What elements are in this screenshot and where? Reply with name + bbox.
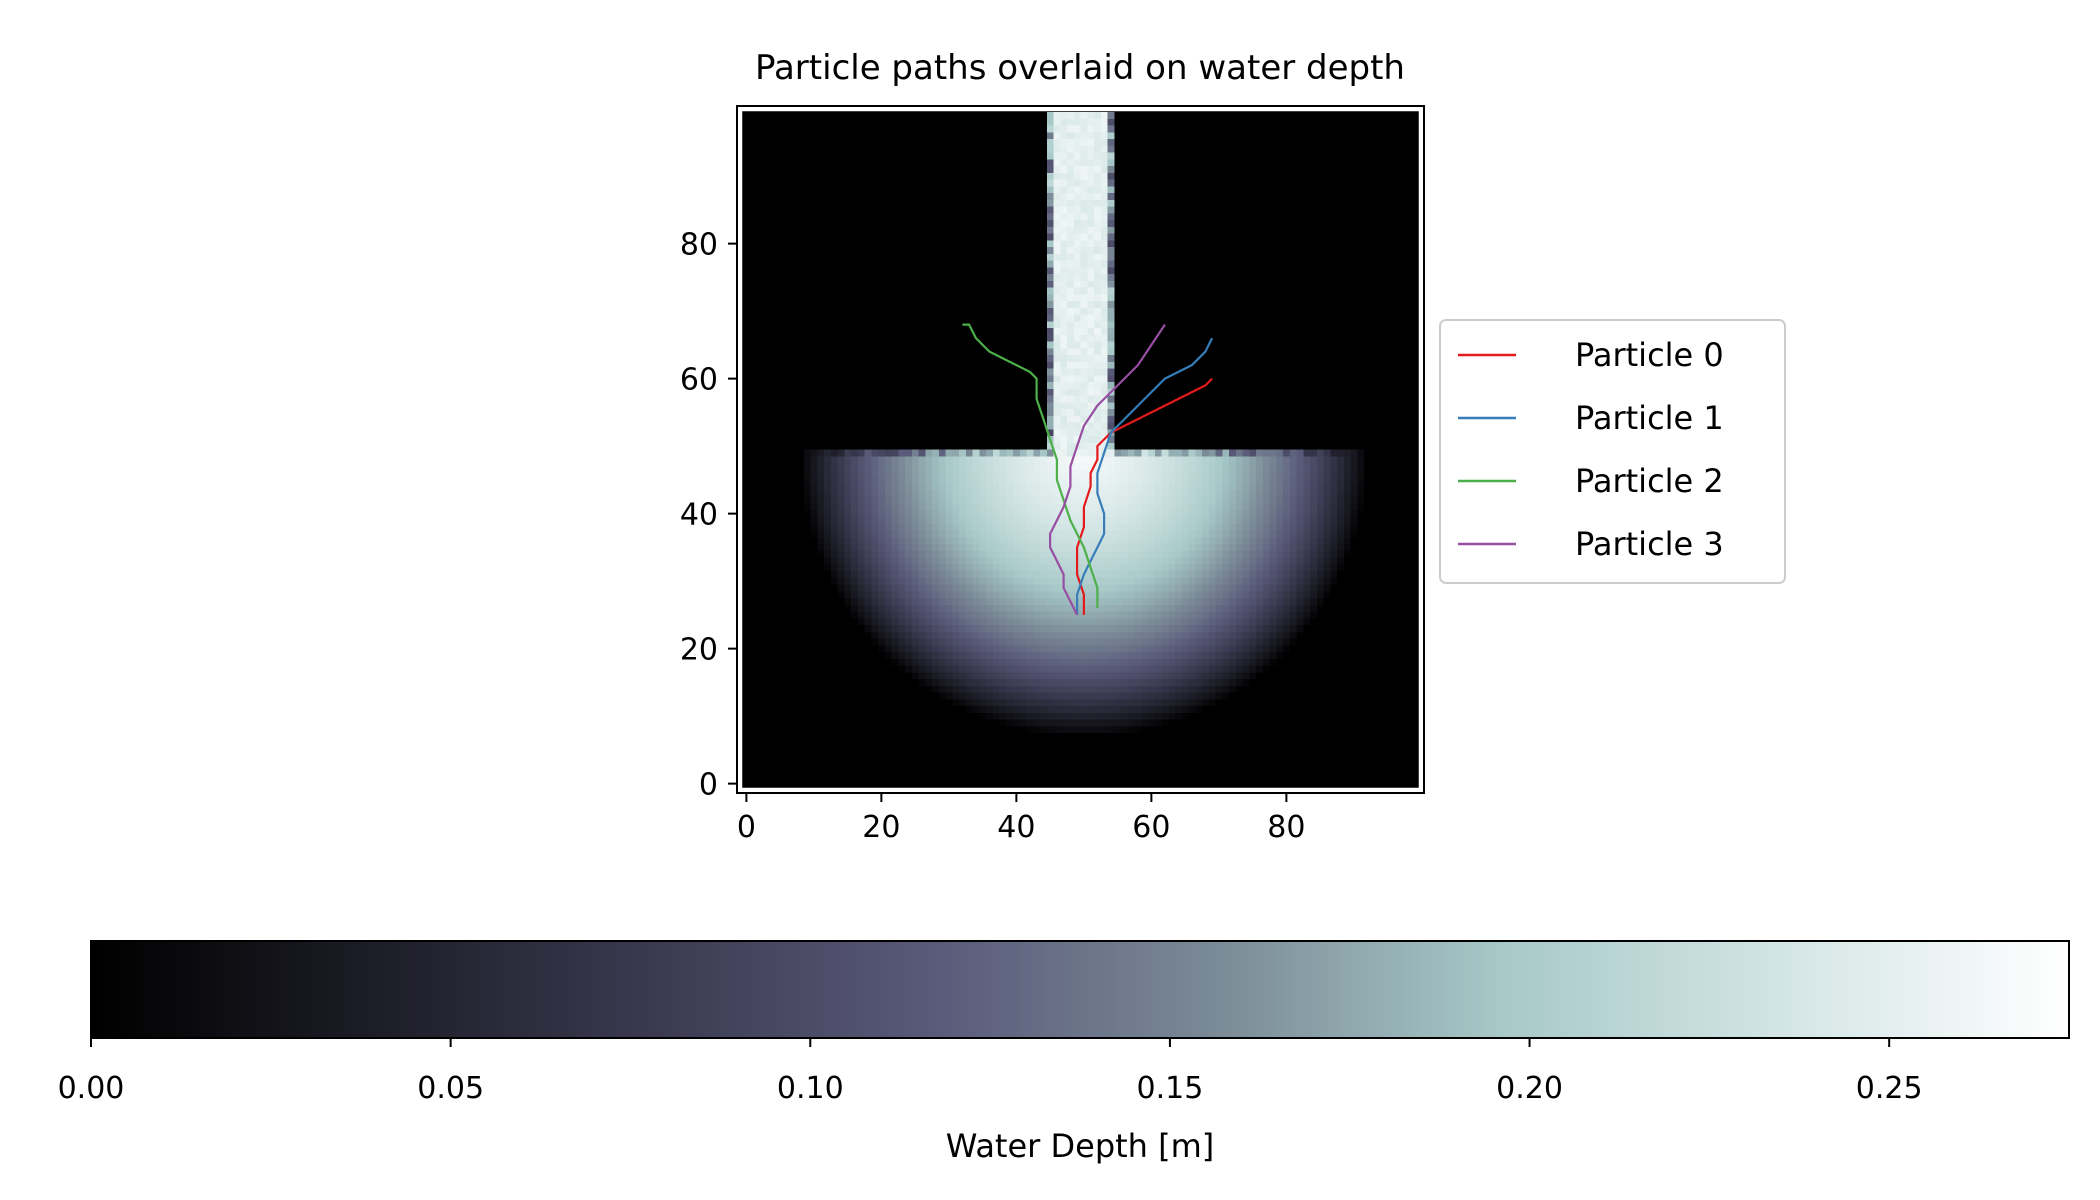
x-tick-label: 20 [862, 810, 900, 845]
legend-label-3: Particle 3 [1575, 525, 1724, 563]
legend-label-0: Particle 0 [1575, 336, 1724, 374]
y-tick-label: 40 [680, 498, 718, 533]
legend-label-2: Particle 2 [1575, 462, 1724, 500]
legend-label-1: Particle 1 [1575, 399, 1724, 437]
legend-items: Particle 0 Particle 1 Particle 2 Particle 3 [1458, 336, 1724, 563]
particle-path-0 [1075, 377, 1213, 615]
colorbar-gradient [90, 940, 2070, 1039]
x-axis: 0 20 40 60 80 [737, 793, 1305, 845]
y-tick-label: 0 [699, 768, 718, 803]
particle-path-1 [1075, 337, 1214, 615]
colorbar-tick-label: 0.10 [777, 1071, 844, 1106]
colorbar-tick-label: 0.00 [58, 1071, 125, 1106]
water-depth-heatmap [743, 112, 1418, 787]
particle-path-2 [962, 323, 1099, 609]
plot-area [736, 105, 1425, 794]
y-tick-label: 60 [680, 363, 718, 398]
y-tick-label: 80 [680, 228, 718, 263]
colorbar-ticks: 0.00 0.05 0.10 0.15 0.20 0.25 [58, 1038, 1923, 1106]
legend-frame [1439, 319, 1786, 584]
colorbar-tick-label: 0.20 [1496, 1071, 1563, 1106]
chart-title: Particle paths overlaid on water depth [755, 48, 1405, 88]
colorbar-tick-label: 0.05 [417, 1071, 484, 1106]
x-tick-label: 40 [997, 810, 1035, 845]
colorbar: 0.00 0.05 0.10 0.15 0.20 0.25 Water Depth [m] [58, 940, 2070, 1165]
y-axis: 0 20 40 60 80 [680, 228, 737, 803]
x-tick-label: 0 [737, 810, 756, 845]
colorbar-tick-label: 0.15 [1137, 1071, 1204, 1106]
colorbar-label: Water Depth [m] [946, 1127, 1215, 1165]
x-tick-label: 60 [1132, 810, 1170, 845]
y-tick-label: 20 [680, 633, 718, 668]
colorbar-tick-label: 0.25 [1856, 1071, 1923, 1106]
particle-paths [962, 323, 1214, 616]
particle-path-3 [1048, 323, 1166, 616]
legend: Particle 0 Particle 1 Particle 2 Particle 3 [1439, 319, 1786, 584]
x-tick-label: 80 [1267, 810, 1305, 845]
